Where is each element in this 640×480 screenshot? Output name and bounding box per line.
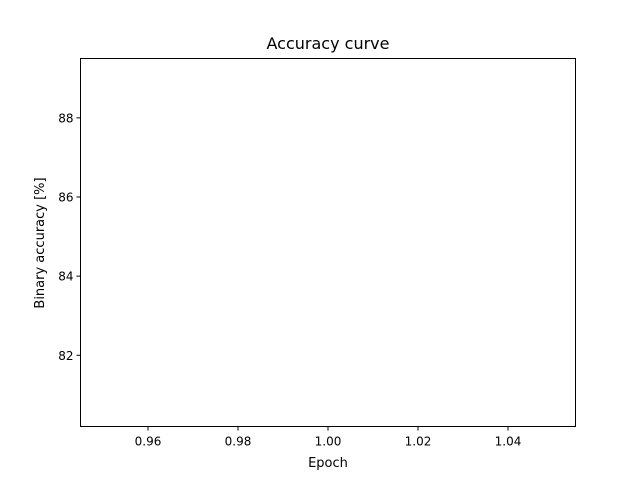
plot-area	[80, 58, 576, 427]
x-axis-label: Epoch	[308, 456, 348, 471]
y-tick-label: 88	[58, 111, 73, 125]
x-tick-label: 0.96	[135, 435, 162, 449]
y-axis-label: Binary accuracy [%]	[33, 177, 48, 308]
x-axis-ticks: 0.96 0.98 1.00 1.02 1.04	[135, 426, 522, 449]
x-tick-label: 1.00	[315, 435, 342, 449]
x-tick-label: 0.98	[225, 435, 252, 449]
y-axis-ticks: 82 84 86 88	[58, 111, 81, 363]
y-tick-label: 82	[58, 349, 73, 363]
x-tick-label: 1.02	[405, 435, 432, 449]
y-tick-label: 84	[58, 270, 73, 284]
chart-title: Accuracy curve	[267, 34, 390, 53]
x-tick-label: 1.04	[495, 435, 522, 449]
y-tick-label: 86	[58, 190, 73, 204]
